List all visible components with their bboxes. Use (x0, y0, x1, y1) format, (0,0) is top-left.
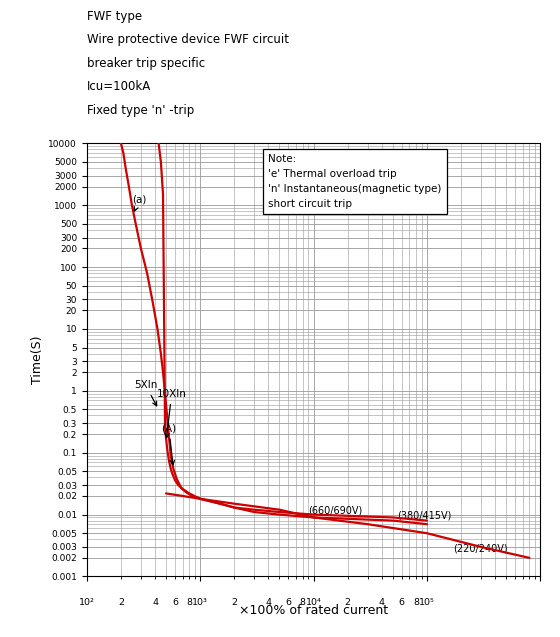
Text: 10XIn: 10XIn (157, 389, 186, 438)
Text: 2: 2 (118, 598, 124, 607)
Text: 10³: 10³ (192, 598, 208, 607)
Text: (a): (a) (132, 195, 146, 211)
Text: 10⁵: 10⁵ (419, 598, 435, 607)
Text: 8: 8 (413, 598, 419, 607)
Text: 4: 4 (379, 598, 385, 607)
Text: Note:
'e' Thermal overload trip
'n' Instantaneous(magnetic type)
short circuit t: Note: 'e' Thermal overload trip 'n' Inst… (268, 154, 442, 208)
Text: 8: 8 (186, 598, 192, 607)
Text: Icu=100kA: Icu=100kA (87, 80, 151, 93)
Text: 10⁴: 10⁴ (306, 598, 321, 607)
Text: 6: 6 (399, 598, 405, 607)
Text: ×100% of rated current: ×100% of rated current (239, 604, 388, 617)
Text: Wire protective device FWF circuit: Wire protective device FWF circuit (87, 33, 289, 46)
Text: 6: 6 (286, 598, 291, 607)
Text: (220/240V): (220/240V) (453, 544, 508, 554)
Text: 5XIn: 5XIn (134, 380, 157, 406)
Text: 2: 2 (231, 598, 237, 607)
Text: 4: 4 (152, 598, 158, 607)
Text: 6: 6 (172, 598, 178, 607)
Text: (380/415V): (380/415V) (398, 510, 452, 520)
Text: breaker trip specific: breaker trip specific (87, 57, 205, 69)
Text: 4: 4 (265, 598, 272, 607)
Text: 2: 2 (345, 598, 351, 607)
Text: (660/690V): (660/690V) (309, 506, 363, 516)
Text: (A): (A) (161, 424, 176, 464)
Text: Fixed type 'n' -trip: Fixed type 'n' -trip (87, 104, 194, 117)
Text: FWF type: FWF type (87, 10, 142, 22)
Text: 10²: 10² (79, 598, 95, 607)
Text: 8: 8 (300, 598, 306, 607)
Y-axis label: Time(S): Time(S) (31, 336, 44, 384)
